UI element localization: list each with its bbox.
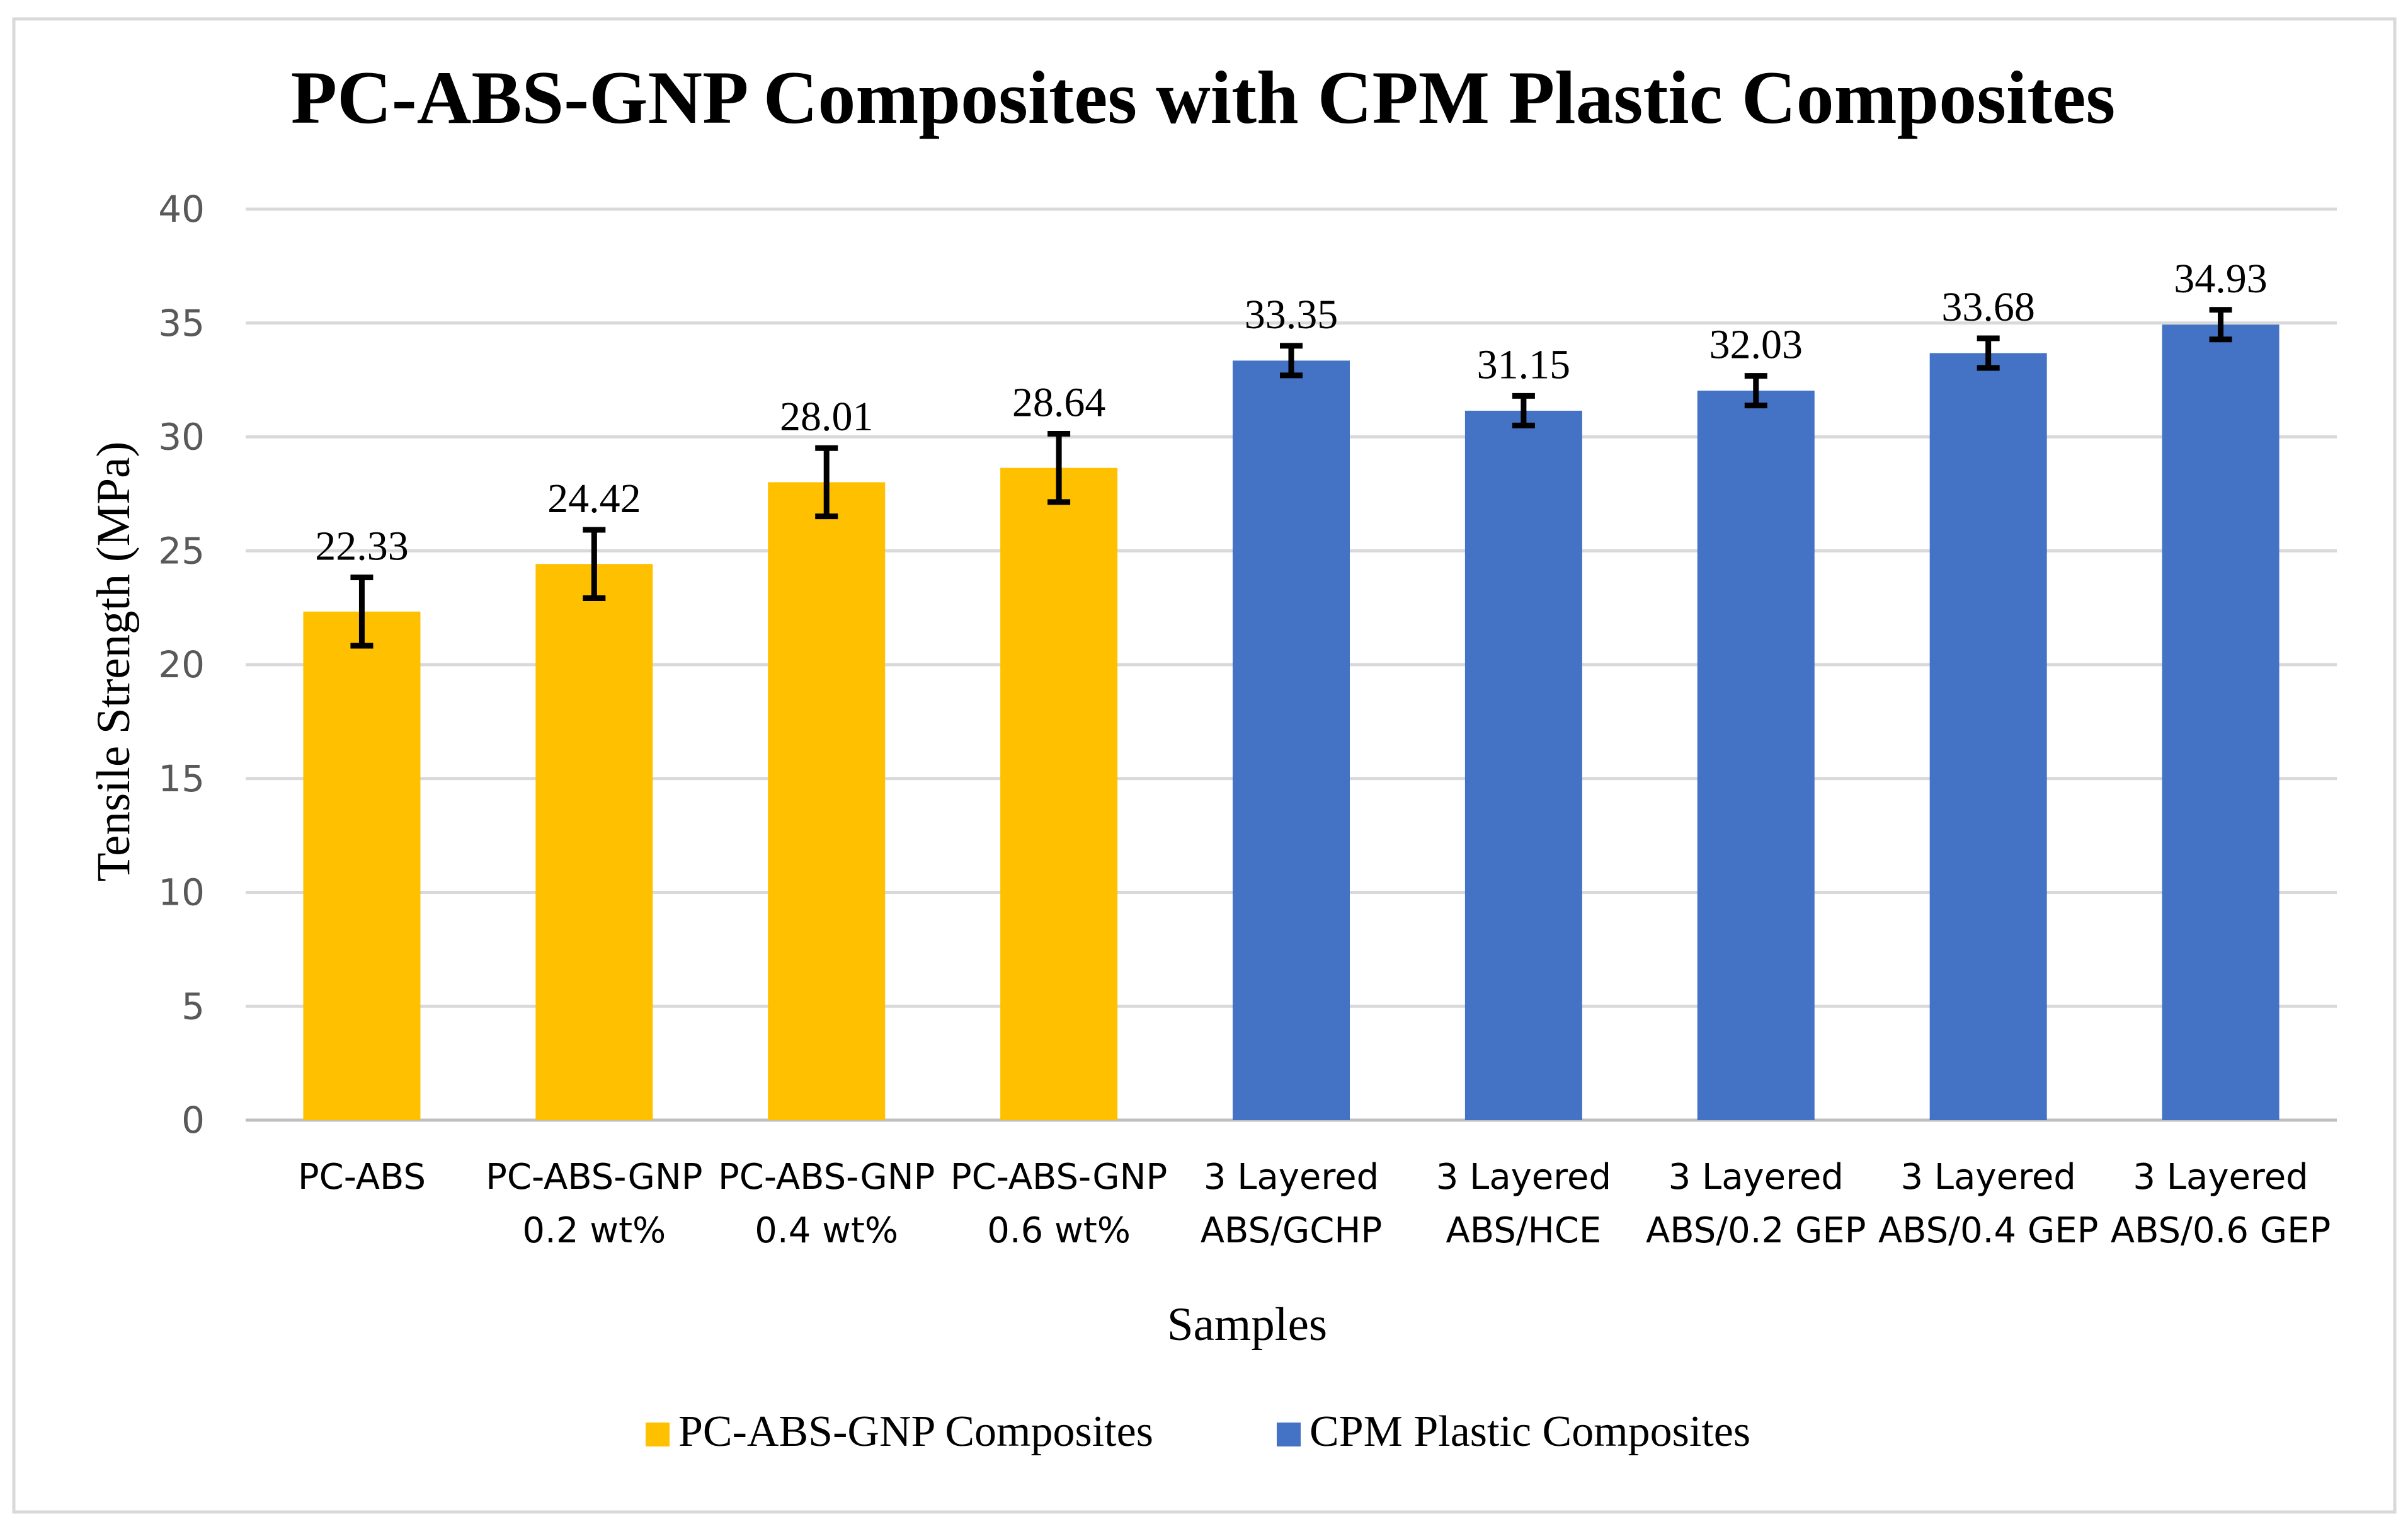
data-label: 33.68 [1941,284,2035,330]
y-tick-label: 35 [158,302,205,345]
y-axis-label: Tensile Strength (MPa) [88,442,140,882]
x-tick-label: 3 Layered [1204,1157,1379,1198]
error-bar [350,575,374,649]
error-bar [1047,430,1071,505]
bar [303,611,421,1120]
data-label: 32.03 [1709,322,1803,368]
bar [1697,391,1815,1120]
bar [1464,410,1582,1120]
x-tick-label: PC-ABS [298,1157,426,1198]
x-tick-label: ABS/0.2 GEP [1646,1210,1866,1251]
x-tick-label: 3 Layered [1900,1157,2075,1198]
x-tick-label: PC-ABS-GNP [486,1157,702,1198]
x-tick-label: ABS/0.4 GEP [1878,1210,2099,1251]
x-tick-label: ABS/0.6 GEP [2111,1210,2331,1251]
y-tick-label: 20 [158,643,205,686]
y-tick-label: 25 [158,529,205,572]
y-tick-label: 40 [158,188,205,231]
legend-item: PC-ABS-GNP Composites [646,1407,1153,1456]
legend-label: PC-ABS-GNP Composites [678,1407,1153,1456]
bar [768,482,886,1120]
data-label: 22.33 [315,524,409,570]
bar [1233,360,1350,1121]
y-tick-label: 30 [158,416,205,459]
x-tick-label: 3 Layered [1669,1157,1844,1198]
x-tick-label: 0.4 wt% [755,1210,898,1251]
error-bar [1512,392,1535,428]
error-bar [815,445,838,520]
x-tick-label: 0.6 wt% [987,1210,1131,1251]
error-bars [350,307,2232,649]
bar [2162,324,2280,1120]
bar [1000,467,1118,1120]
data-labels: 22.33 24.42 28.01 28.64 33.35 31.15 32.03 33.68… [315,256,2268,570]
legend-swatch [646,1423,670,1446]
x-axis-label: Samples [1167,1298,1327,1351]
data-label: 31.15 [1477,341,1571,387]
x-tick-label: 3 Layered [2133,1157,2308,1198]
bar [1929,353,2047,1120]
data-label: 34.93 [2174,256,2268,302]
chart-title: PC-ABS-GNP Composites with CPM Plastic C… [291,55,2115,139]
y-tick-label: 5 [181,985,205,1028]
y-tick-label: 15 [158,757,205,800]
x-tick-label: PC-ABS-GNP [950,1157,1167,1198]
data-label: 24.42 [547,476,641,522]
x-tick-label: 3 Layered [1436,1157,1611,1198]
bars [303,324,2280,1121]
legend-swatch [1277,1423,1301,1446]
y-tick-label: 0 [181,1099,205,1142]
error-bar [1280,343,1303,379]
data-label: 33.35 [1245,292,1338,338]
x-tick-label: PC-ABS-GNP [718,1157,935,1198]
x-tick-label: ABS/HCE [1446,1210,1602,1251]
legend: PC-ABS-GNP Composites CPM Plastic Composi… [646,1407,1750,1456]
x-axis-ticks: PC-ABS PC-ABS-GNP 0.2 wt% PC-ABS-GNP 0.4 wt%… [298,1157,2331,1251]
data-label: 28.01 [780,394,874,440]
error-bar [1744,373,1767,409]
x-tick-label: 0.2 wt% [522,1210,666,1251]
y-tick-label: 10 [158,871,205,914]
error-bar [1977,335,2000,371]
data-label: 28.64 [1012,379,1106,425]
legend-label: CPM Plastic Composites [1310,1407,1750,1456]
y-axis-ticks: 0 5 10 15 20 25 30 35 40 [158,188,205,1142]
x-tick-label: ABS/GCHP [1201,1210,1383,1251]
error-bar [583,527,606,601]
legend-item: CPM Plastic Composites [1277,1407,1750,1456]
bar [535,564,653,1120]
error-bar [2209,307,2232,343]
